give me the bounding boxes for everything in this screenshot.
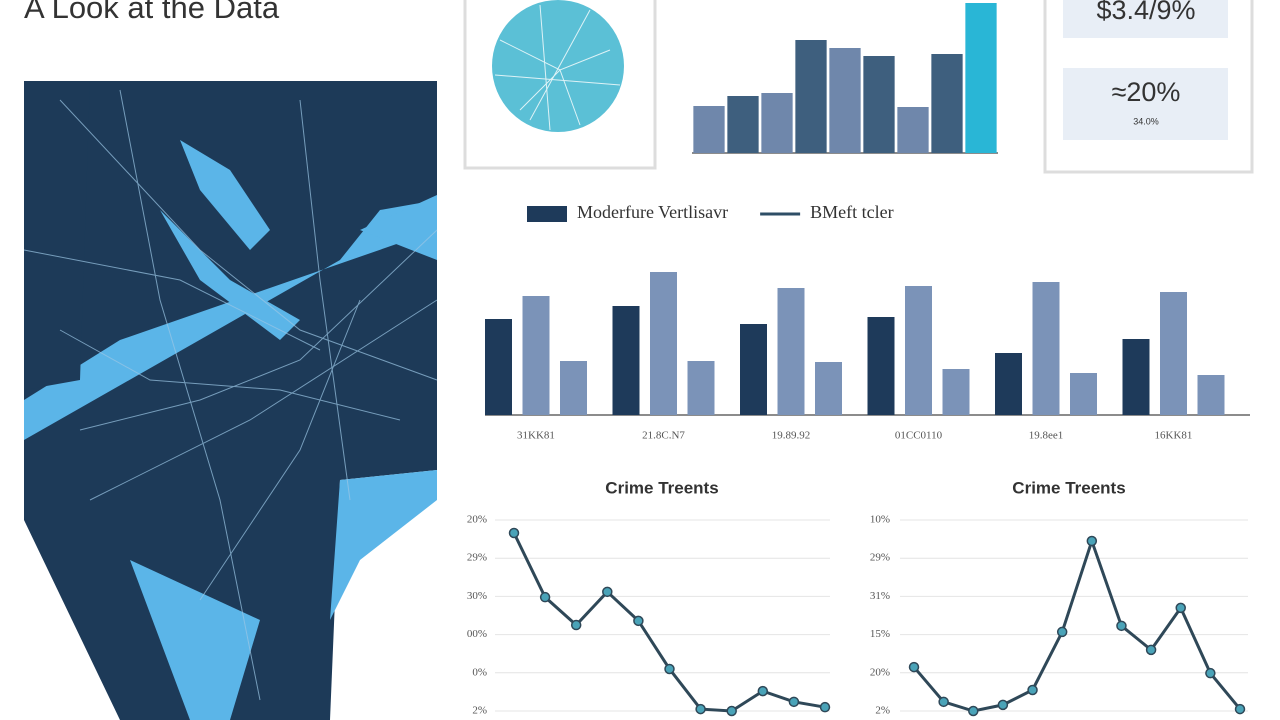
y-tick-label: 0% [472,666,487,678]
bar [829,48,861,153]
bar [1160,292,1187,415]
x-tick-label: 19.8ee1 [1029,430,1064,442]
y-tick-label: 2% [472,705,487,717]
mini-map-card [463,0,657,170]
x-tick-label: 31KK81 [517,430,555,442]
point [1145,644,1157,656]
kpi-primary: $3.4/9% [1096,0,1195,25]
bar [942,369,970,415]
bar [1032,282,1060,415]
bar [740,324,767,415]
point [1234,703,1246,715]
y-tick-label: 2% [875,705,890,717]
bar [522,296,550,415]
point [1056,626,1068,638]
city-map [23,81,438,720]
bar [863,56,895,153]
legend-swatch [527,206,567,222]
bar [965,3,997,153]
point [695,703,706,715]
kpi-secondary: ≈20% [1112,77,1181,107]
bar [931,54,963,153]
y-tick-label: 29% [467,552,487,564]
bar [905,286,932,415]
bar [727,96,759,153]
chart-title: Crime Treents [605,478,718,497]
y-tick-label: 20% [467,514,487,526]
bar [612,306,640,415]
kpi-note: 34.0% [1133,116,1159,126]
point [757,685,769,697]
point [997,699,1009,711]
page-title: A Look at the Data [24,0,280,25]
x-tick-label: 19.89.92 [772,430,811,442]
y-tick-label: 30% [467,590,487,602]
point [1027,684,1038,696]
point [938,696,949,708]
y-tick-label: 10% [870,514,890,526]
point [508,527,520,539]
line [512,532,826,713]
point [1116,620,1127,632]
bar [650,272,677,415]
bar [560,361,587,415]
y-tick-label: 15% [870,628,890,640]
point [570,619,582,631]
x-tick-label: 01CC0110 [895,430,943,442]
bar [815,362,842,415]
legend-label: BMeft tcler [810,202,893,222]
point [633,615,644,627]
bar [693,106,725,153]
kpi-card: $3.4/9% ≈20% 34.0% [1043,0,1254,174]
legend-label: Moderfure Vertlisavr [577,202,728,222]
bar [687,361,715,415]
point [726,705,737,717]
bar [1122,339,1150,415]
y-tick-label: 00% [467,628,487,640]
y-tick-label: 20% [870,666,890,678]
point [1205,667,1216,679]
bar [795,40,827,153]
bar [995,353,1022,415]
chart-title: Crime Treents [1012,478,1125,497]
x-tick-label: 21.8C.N7 [642,430,685,442]
point [908,661,920,673]
point [1175,602,1186,614]
point [539,591,551,603]
point [788,696,800,708]
bar [761,93,793,153]
bar [485,319,512,415]
bar [777,288,805,415]
y-tick-label: 29% [870,552,890,564]
point [1086,535,1098,547]
point [602,586,613,598]
bar [897,107,929,153]
bar [1070,373,1097,415]
bar [867,317,895,415]
point [819,701,831,713]
y-tick-label: 31% [870,590,890,602]
bar [1197,375,1225,415]
x-tick-label: 16KK81 [1155,430,1193,442]
line [912,536,1242,713]
point [968,705,979,717]
point [664,663,675,675]
